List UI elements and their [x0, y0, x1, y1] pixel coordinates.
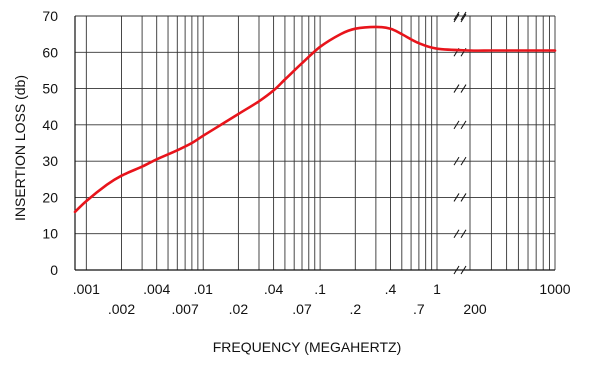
axis-break-layer: [453, 11, 467, 275]
axis-break-mark: [453, 156, 460, 166]
axis-layer: [74, 16, 555, 271]
axis-break-mark: [453, 11, 460, 21]
axis-break-mark: [460, 193, 467, 202]
x-tick-label: .04: [264, 281, 284, 297]
y-axis-title: INSERTION LOSS (db): [12, 75, 28, 221]
axis-break-mark: [460, 156, 467, 166]
y-tick-label: 10: [42, 226, 58, 242]
x-tick-label: .7: [413, 301, 425, 317]
y-tick-label: 60: [42, 44, 58, 60]
x-tick-label: 200: [463, 301, 487, 317]
x-tick-label: .07: [292, 301, 312, 317]
x-tick-label: .01: [193, 281, 213, 297]
x-tick-label: .4: [385, 281, 397, 297]
axis-break-mark: [453, 193, 460, 202]
x-tick-label: .001: [73, 281, 100, 297]
insertion-loss-curve: [73, 25, 557, 214]
x-tick-label: .02: [229, 301, 249, 317]
y-tick-label: 70: [42, 8, 58, 24]
x-tick-label: 1: [433, 281, 441, 297]
x-tick-label: .2: [349, 301, 361, 317]
x-tick-label: .007: [171, 301, 198, 317]
x-tick-label: 1000: [539, 281, 570, 297]
axis-break-mark: [460, 84, 467, 93]
label-layer: 0 10 20 30 40 50 60 70 .001 .004 .01 .04 .1 .4 1 1000 .0…: [42, 8, 570, 317]
axis-break-mark: [460, 120, 467, 130]
axis-break-mark: [453, 229, 460, 238]
x-tick-label: .004: [143, 281, 170, 297]
axis-break-mark: [460, 11, 467, 21]
x-axis-title: FREQUENCY (MEGAHERTZ): [213, 339, 402, 355]
y-tick-label: 50: [42, 81, 58, 97]
y-tick-label: 40: [42, 117, 58, 133]
x-tick-label: .002: [108, 301, 135, 317]
y-tick-label: 0: [50, 262, 58, 278]
axis-break-mark: [453, 120, 460, 130]
y-tick-label: 30: [42, 153, 58, 169]
axis-break-mark: [460, 13, 467, 23]
x-tick-label: .1: [314, 281, 326, 297]
series-layer: [73, 25, 557, 214]
axis-break-mark: [460, 229, 467, 238]
axis-break-mark: [453, 13, 460, 23]
y-tick-label: 20: [42, 189, 58, 205]
grid-layer: [75, 15, 556, 270]
axis-break-mark: [453, 84, 460, 93]
